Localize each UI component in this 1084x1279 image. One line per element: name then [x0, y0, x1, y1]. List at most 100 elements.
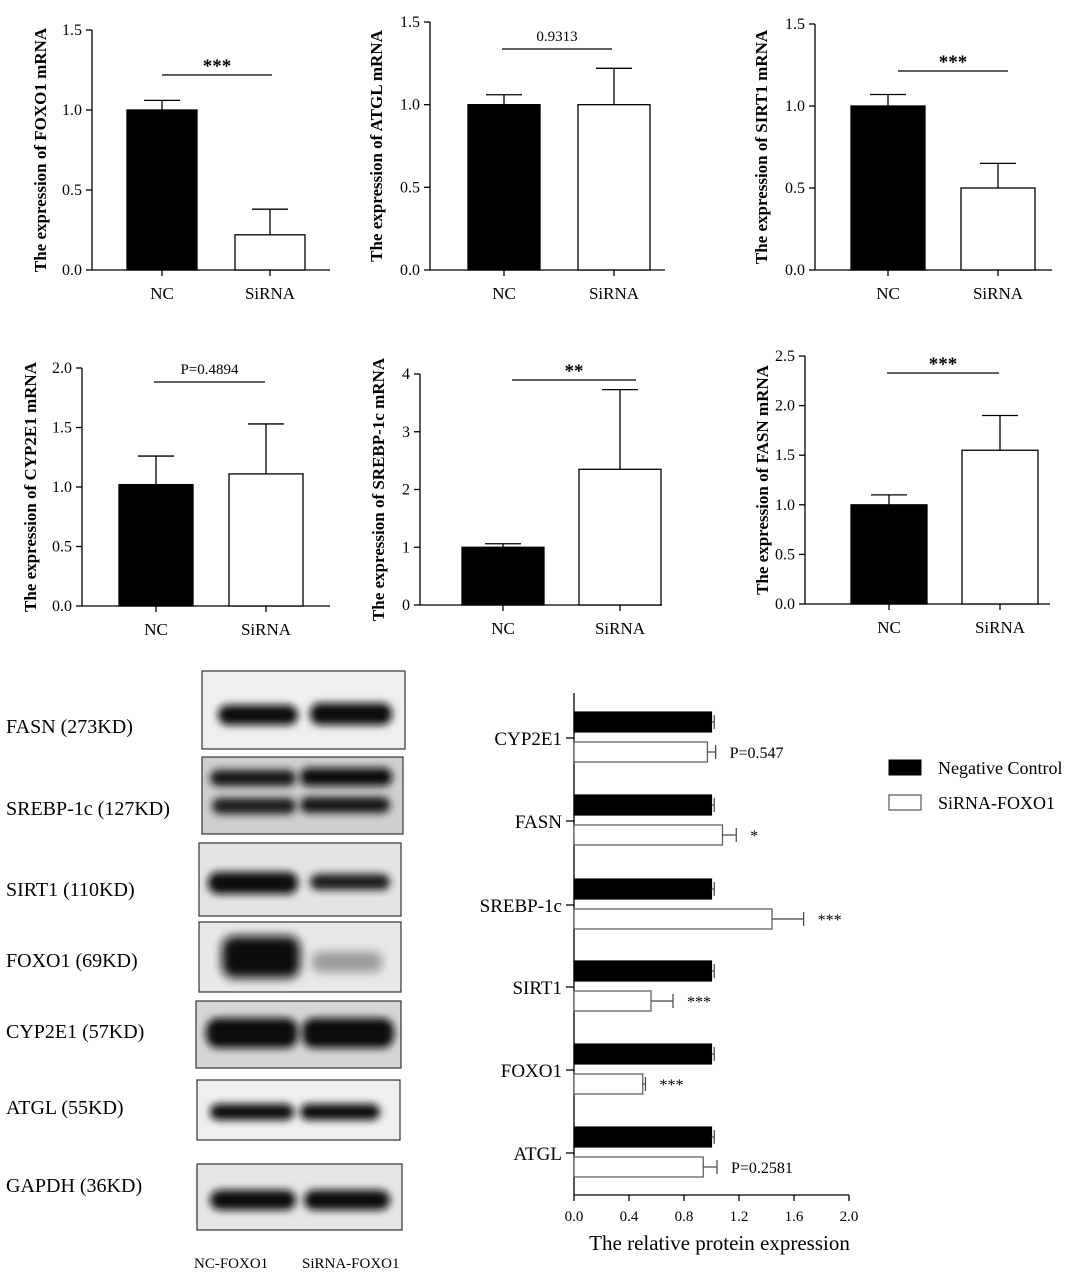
protein-group-fasn: FASN *: [515, 794, 758, 846]
blot-label-foxo1: FOXO1 (69KD): [6, 950, 138, 972]
bar-sirna-foxo1: [573, 824, 724, 846]
blot-box-sirt1: [198, 842, 402, 917]
bar-negative-control: [573, 1043, 713, 1065]
legend: Negative Control SiRNA-FOXO1: [888, 758, 1062, 813]
x-axis-label: The relative protein expression: [589, 1231, 850, 1255]
blot-box-srebp1c: [201, 756, 404, 835]
x-tick-label: SiRNA: [975, 618, 1026, 637]
y-tick-label: CYP2E1: [494, 729, 562, 750]
bar-negative-control: [573, 878, 713, 900]
y-tick-label: SREBP-1c: [480, 896, 562, 917]
x-tick-label: SiRNA: [595, 619, 646, 638]
y-tick-label: 1.5: [52, 420, 72, 437]
significance-label: ***: [818, 912, 842, 929]
x-tick-label: NC: [877, 618, 901, 637]
bar-chart-6: 0.0 0.5 1.0 1.5 2.0 2.5 NC SiRNA *** The expressi…: [753, 348, 1050, 637]
bar-sirna: [960, 187, 1036, 271]
x-tick-label: SiRNA: [241, 620, 292, 639]
protein-group-sirt1: SIRT1 ***: [512, 960, 715, 1012]
y-tick-label: 1.5: [785, 16, 805, 33]
blot-label-cyp2e1: CYP2E1 (57KD): [6, 1021, 144, 1043]
y-tick-label: 2.0: [775, 398, 795, 415]
x-tick-label: NC: [491, 619, 515, 638]
mrna-bar-charts: 0.0 0.5 1.0 1.5 NC SiRNA *** The expression of …: [21, 14, 1052, 639]
y-tick-label: 0.0: [775, 596, 795, 613]
bar-negative-control: [573, 794, 713, 816]
y-tick-label: 1.0: [62, 102, 82, 119]
bar-nc: [850, 504, 928, 605]
x-tick-label: SiRNA: [973, 284, 1024, 303]
blot-box-cyp2e1: [195, 1000, 402, 1069]
y-tick-label: 4: [402, 366, 410, 383]
y-tick-label: FOXO1: [501, 1061, 562, 1082]
x-tick-label: NC: [876, 284, 900, 303]
y-tick-label: 1.0: [52, 479, 72, 496]
bar-sirna-foxo1: [573, 1073, 644, 1095]
y-tick-label: 1.5: [62, 22, 82, 39]
y-tick-label: 2.5: [775, 348, 795, 365]
blot-box-fasn: [201, 670, 406, 750]
y-axis-label: The expression of FOXO1 mRNA: [31, 27, 50, 272]
legend-swatch-sirna-foxo1: [888, 794, 922, 811]
x-tick-label: 1.6: [785, 1209, 804, 1225]
y-tick-label: 2: [402, 482, 410, 499]
protein-group-cyp2e1: CYP2E1 P=0.547: [494, 711, 784, 763]
y-tick-label: 1.5: [400, 14, 420, 31]
significance-label: ***: [929, 354, 958, 375]
bar-sirna-foxo1: [573, 908, 773, 930]
y-tick-label: 0: [402, 597, 410, 614]
significance-label: P=0.2581: [731, 1160, 793, 1177]
y-tick-label: 0.0: [785, 262, 805, 279]
bar-sirna: [234, 234, 306, 271]
bar-sirna: [578, 468, 662, 606]
bar-chart-4: 0.0 0.5 1.0 1.5 2.0 NC SiRNA P=0.4894 The expres…: [21, 360, 330, 639]
x-tick-label: 2.0: [840, 1209, 859, 1225]
y-tick-label: 0.0: [52, 598, 72, 615]
bar-nc: [461, 546, 545, 606]
x-tick-label: 0.0: [565, 1209, 584, 1225]
y-axis-label: The expression of CYP2E1 mRNA: [21, 361, 40, 612]
y-tick-label: 1.0: [400, 97, 420, 114]
y-tick-label: 0.0: [62, 262, 82, 279]
bar-nc: [126, 109, 198, 271]
protein-group-srebp-1c: SREBP-1c ***: [480, 878, 842, 930]
protein-expression-chart: 0.0 0.4 0.8 1.2 1.6 2.0 The relative protein e…: [480, 693, 1062, 1255]
bar-negative-control: [573, 960, 713, 982]
significance-label: 0.9313: [536, 29, 577, 45]
lane-label-sirna: SiRNA-FOXO1: [302, 1256, 400, 1272]
bar-negative-control: [573, 711, 713, 733]
bar-sirna-foxo1: [573, 1156, 704, 1178]
y-tick-label: 0.5: [785, 180, 805, 197]
x-tick-label: 0.8: [675, 1209, 694, 1225]
protein-group-foxo1: FOXO1 ***: [501, 1043, 715, 1095]
bar-nc: [850, 105, 926, 271]
bar-chart-1: 0.0 0.5 1.0 1.5 NC SiRNA *** The expression of …: [31, 22, 330, 303]
y-tick-label: 0.5: [400, 179, 420, 196]
y-tick-label: SIRT1: [512, 978, 562, 999]
y-tick-label: ATGL: [513, 1144, 562, 1165]
y-tick-label: 0.5: [62, 182, 82, 199]
y-tick-label: 1: [402, 539, 410, 556]
y-tick-label: 0.0: [400, 262, 420, 279]
bar-sirna-foxo1: [573, 990, 652, 1012]
significance-label: **: [565, 361, 584, 382]
y-axis-label: The expression of SIRT1 mRNA: [752, 29, 771, 264]
x-tick-label: SiRNA: [589, 284, 640, 303]
bar-nc: [467, 104, 541, 271]
bar-chart-5: 0 1 2 3 4 NC SiRNA ** The expression of SREBP-1c…: [369, 357, 662, 638]
significance-label: ***: [660, 1077, 684, 1094]
x-tick-label: 1.2: [730, 1209, 749, 1225]
significance-label: *: [750, 828, 758, 845]
bar-sirna: [961, 449, 1039, 605]
y-tick-label: 0.5: [52, 539, 72, 556]
bar-nc: [118, 483, 194, 607]
y-axis-label: The expression of ATGL mRNA: [367, 29, 386, 261]
bar-negative-control: [573, 1126, 713, 1148]
significance-label: P=0.4894: [180, 362, 239, 378]
y-tick-label: 1.0: [785, 98, 805, 115]
x-tick-label: 0.4: [620, 1209, 639, 1225]
bar-sirna: [228, 473, 304, 607]
blot-label-atgl: ATGL (55KD): [6, 1097, 124, 1119]
